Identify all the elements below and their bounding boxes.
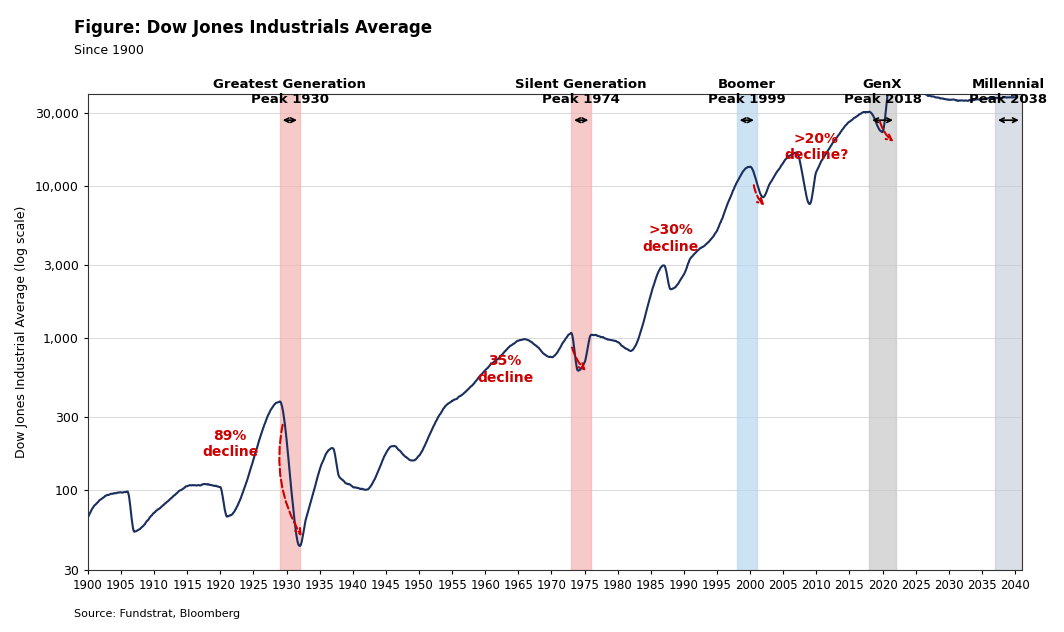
Text: Silent Generation
Peak 1974: Silent Generation Peak 1974: [515, 78, 647, 106]
Text: 89%
decline: 89% decline: [202, 429, 259, 459]
Text: Source: Fundstrat, Bloomberg: Source: Fundstrat, Bloomberg: [74, 609, 240, 619]
Y-axis label: Dow Jones Industrial Average (log scale): Dow Jones Industrial Average (log scale): [15, 205, 28, 458]
Text: >20%
decline?: >20% decline?: [784, 131, 848, 162]
Text: 35%
decline: 35% decline: [477, 355, 533, 385]
Text: Boomer
Peak 1999: Boomer Peak 1999: [708, 78, 785, 106]
Bar: [869, 94, 896, 569]
Bar: [995, 94, 1021, 569]
Bar: [280, 94, 300, 569]
Text: >30%
decline: >30% decline: [643, 223, 699, 253]
Text: GenX
Peak 2018: GenX Peak 2018: [844, 78, 921, 106]
Text: Millennial
Peak 2038: Millennial Peak 2038: [969, 78, 1047, 106]
Text: Figure: Dow Jones Industrials Average: Figure: Dow Jones Industrials Average: [74, 19, 433, 37]
Bar: [737, 94, 757, 569]
Text: Since 1900: Since 1900: [74, 44, 145, 58]
Bar: [571, 94, 592, 569]
Text: Greatest Generation
Peak 1930: Greatest Generation Peak 1930: [214, 78, 366, 106]
